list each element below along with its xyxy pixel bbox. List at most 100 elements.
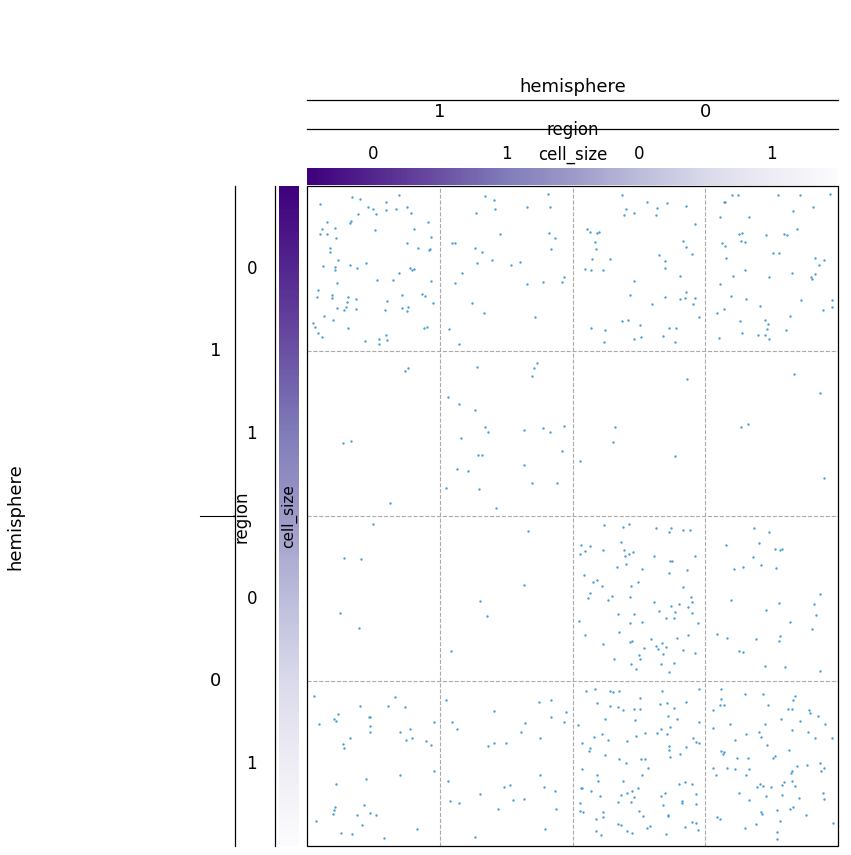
- Point: [424, 274, 437, 288]
- Point: [754, 730, 768, 744]
- Text: hemisphere: hemisphere: [519, 78, 626, 96]
- Point: [355, 818, 368, 832]
- Point: [461, 463, 475, 477]
- Text: 0: 0: [247, 590, 257, 608]
- Point: [717, 745, 730, 758]
- Point: [691, 823, 705, 837]
- Point: [338, 741, 351, 755]
- Point: [424, 230, 437, 244]
- Point: [379, 195, 392, 209]
- Point: [758, 659, 772, 673]
- Point: [717, 746, 730, 760]
- Point: [320, 227, 334, 241]
- Point: [405, 263, 419, 277]
- Point: [337, 737, 351, 751]
- Point: [343, 216, 357, 230]
- Point: [716, 237, 729, 251]
- Point: [445, 236, 459, 250]
- Point: [760, 738, 774, 752]
- Point: [372, 333, 386, 346]
- Point: [577, 569, 591, 582]
- Point: [353, 192, 367, 205]
- Point: [626, 607, 640, 621]
- Point: [710, 628, 723, 641]
- Point: [756, 807, 769, 821]
- Point: [473, 594, 487, 608]
- Point: [742, 752, 756, 765]
- Point: [487, 736, 500, 750]
- Point: [714, 682, 728, 696]
- Point: [683, 522, 697, 536]
- Point: [706, 703, 720, 716]
- Point: [717, 302, 731, 315]
- Point: [734, 226, 748, 239]
- Point: [769, 561, 783, 575]
- Point: [713, 210, 727, 224]
- Point: [341, 321, 355, 335]
- Point: [658, 262, 671, 275]
- Point: [742, 763, 756, 776]
- Point: [591, 573, 604, 587]
- Point: [799, 808, 813, 822]
- Point: [528, 310, 542, 324]
- Point: [329, 777, 343, 791]
- Point: [689, 735, 703, 749]
- Point: [306, 689, 320, 703]
- Point: [650, 201, 664, 215]
- Point: [482, 740, 495, 753]
- Point: [653, 248, 666, 262]
- Point: [770, 803, 784, 817]
- Point: [349, 292, 363, 306]
- Point: [739, 769, 752, 782]
- Point: [638, 726, 652, 740]
- Point: [679, 286, 693, 299]
- Point: [632, 805, 646, 818]
- Point: [452, 796, 465, 810]
- Point: [654, 657, 668, 671]
- Point: [582, 745, 596, 758]
- Point: [755, 805, 768, 819]
- Point: [623, 616, 637, 629]
- Point: [632, 648, 646, 662]
- Point: [727, 562, 740, 575]
- Point: [448, 276, 461, 290]
- Point: [323, 245, 336, 259]
- Point: [667, 701, 681, 715]
- Point: [350, 809, 363, 823]
- Point: [662, 743, 676, 757]
- Point: [788, 689, 802, 703]
- Point: [328, 714, 342, 728]
- Point: [802, 725, 815, 739]
- Point: [328, 800, 342, 814]
- Text: 0: 0: [247, 260, 257, 278]
- Point: [330, 302, 344, 315]
- Point: [687, 298, 700, 311]
- Point: [686, 732, 700, 746]
- Point: [710, 307, 723, 321]
- Point: [488, 705, 501, 718]
- Point: [730, 751, 744, 764]
- Point: [588, 235, 602, 249]
- Point: [789, 780, 802, 793]
- Point: [688, 646, 702, 659]
- Point: [757, 779, 770, 793]
- Point: [764, 780, 778, 793]
- Point: [424, 242, 437, 256]
- Point: [545, 243, 558, 256]
- Point: [750, 633, 763, 646]
- Point: [517, 458, 531, 472]
- Point: [768, 542, 781, 556]
- Point: [574, 805, 587, 818]
- Text: cell_size: cell_size: [281, 485, 297, 548]
- Point: [315, 222, 328, 236]
- Point: [627, 791, 641, 805]
- Point: [555, 444, 568, 457]
- Point: [772, 634, 785, 648]
- Point: [771, 189, 785, 203]
- Point: [784, 310, 797, 323]
- Point: [774, 712, 788, 726]
- Point: [612, 752, 625, 765]
- Point: [688, 787, 702, 800]
- Point: [747, 521, 761, 534]
- Point: [656, 799, 670, 812]
